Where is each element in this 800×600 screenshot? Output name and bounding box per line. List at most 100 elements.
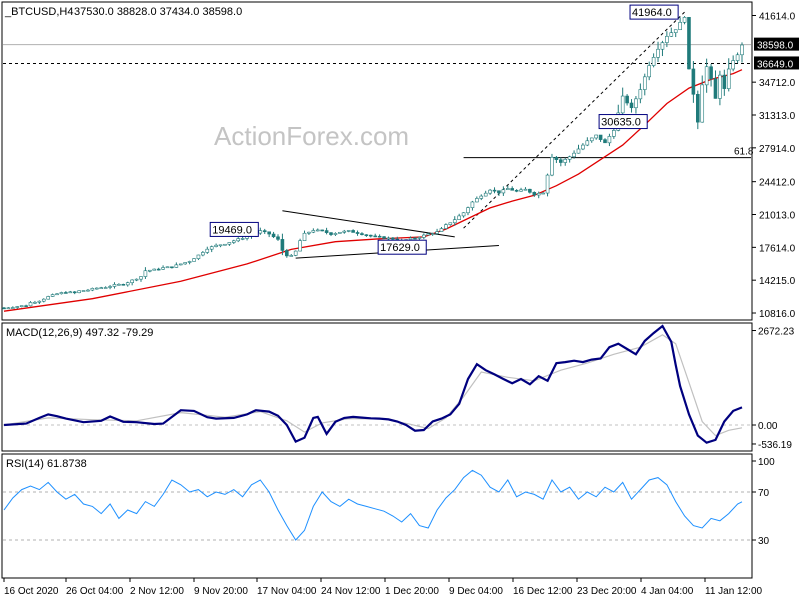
- candle-body: [722, 74, 727, 89]
- candle-body: [567, 156, 572, 160]
- chart-ohlc: 37530.0 38828.0 37434.0 38598.0: [74, 6, 242, 18]
- candle-body: [148, 269, 152, 272]
- candle-body: [24, 305, 28, 307]
- candle-body: [338, 231, 342, 234]
- candle-body: [112, 284, 117, 287]
- candle-body: [435, 231, 439, 234]
- macd-y-tick-label: 0.00: [758, 421, 778, 432]
- price-tag-label: 36649.0: [757, 59, 794, 70]
- candle-body: [11, 307, 15, 309]
- macd-series: [3, 324, 751, 444]
- time-tick-label: 11 Jan 12:00: [705, 586, 763, 597]
- candle-body: [536, 193, 541, 196]
- time-tick-label: 26 Oct 04:00: [66, 586, 124, 597]
- candle-body: [187, 261, 192, 263]
- candle-body: [620, 95, 625, 114]
- candle-body: [178, 263, 183, 266]
- candle-body: [271, 233, 276, 238]
- price-annotation-label: 41964.0: [632, 7, 672, 19]
- price-annotation-label: 30635.0: [601, 117, 641, 129]
- candle-body: [355, 232, 360, 234]
- candle-body: [311, 230, 316, 233]
- candle-body: [121, 283, 126, 286]
- candle-body: [183, 262, 187, 265]
- candle-body: [240, 238, 245, 240]
- candle-body: [625, 95, 629, 104]
- candle-body: [563, 159, 568, 163]
- price-tag: [754, 37, 799, 51]
- candle-body: [262, 230, 267, 233]
- candle-body: [324, 230, 329, 233]
- candle-body: [6, 307, 11, 310]
- candle-body: [86, 289, 90, 292]
- candle-body: [448, 222, 453, 225]
- macd-title: MACD(12,26,9) 497.32 -79.29: [6, 327, 153, 339]
- macd-y-axis: 2672.23 0.00 -536.19: [752, 327, 795, 451]
- candle-body: [218, 244, 223, 247]
- candle-body: [691, 68, 696, 95]
- candle-body: [68, 291, 73, 294]
- candle-body: [81, 290, 86, 292]
- candle-body: [77, 290, 81, 294]
- candle-body: [90, 288, 95, 291]
- price-y-tick-label: 31313.0: [759, 111, 796, 122]
- price-y-tick-label: 24412.0: [759, 178, 796, 189]
- price-annotation-box: [377, 239, 427, 255]
- chart-symbol: _BTCUSD,H4: [4, 6, 73, 18]
- candle-body: [373, 235, 378, 238]
- candle-body: [315, 229, 320, 232]
- candle-body: [95, 287, 99, 290]
- candle-body: [298, 240, 302, 252]
- trendline: [282, 210, 455, 238]
- time-tick-label: 9 Dec 04:00: [449, 586, 503, 597]
- candle-body: [302, 232, 307, 241]
- candle-body: [669, 32, 674, 37]
- rsi-title: RSI(14) 61.8738: [6, 458, 87, 470]
- candle-body: [165, 266, 170, 269]
- candle-body: [108, 286, 112, 288]
- candle-body: [735, 54, 740, 61]
- candle-body: [377, 235, 382, 238]
- candle-body: [280, 239, 285, 251]
- candle-body: [475, 198, 479, 203]
- rsi-line: [3, 469, 743, 541]
- candle-body: [731, 60, 735, 70]
- candle-body: [205, 248, 210, 253]
- candle-body: [726, 68, 731, 89]
- candle-body: [156, 268, 161, 271]
- candle-body: [125, 282, 130, 286]
- candle-body: [444, 224, 448, 229]
- candle-body: [143, 270, 148, 277]
- candle-body: [28, 302, 33, 307]
- candle-body: [638, 89, 643, 100]
- candle-body: [346, 230, 351, 232]
- candle-body: [483, 192, 488, 197]
- candle-body: [174, 264, 179, 268]
- candle-body: [130, 279, 134, 283]
- candle-body: [430, 233, 435, 235]
- candle-body: [209, 246, 214, 250]
- candle-body: [665, 36, 669, 43]
- candle-body: [41, 298, 46, 302]
- candle-body: [492, 189, 497, 192]
- candle-body: [391, 237, 395, 240]
- candle-body: [576, 148, 581, 154]
- candle-body: [231, 240, 236, 243]
- candle-body: [461, 212, 466, 217]
- candle-body: [704, 66, 709, 86]
- price-annotation-label: 17629.0: [380, 242, 420, 254]
- candle-body: [523, 188, 528, 191]
- candle-body: [161, 267, 165, 270]
- candle-body: [470, 201, 475, 208]
- candle-body: [612, 130, 616, 137]
- candle-body: [351, 230, 355, 233]
- candle-body: [33, 301, 37, 304]
- candle-body: [55, 293, 59, 296]
- time-tick-label: 16 Dec 12:00: [513, 586, 573, 597]
- time-tick-label: 2 Nov 12:00: [130, 586, 184, 597]
- candle-body: [413, 237, 417, 240]
- price-y-tick-label: 10816.0: [759, 309, 796, 320]
- price-annotation-box: [209, 221, 259, 237]
- candle-body: [408, 237, 413, 240]
- price-y-tick-label: 27914.0: [759, 144, 796, 155]
